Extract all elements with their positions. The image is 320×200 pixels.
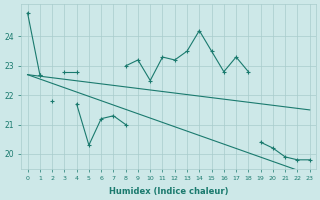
X-axis label: Humidex (Indice chaleur): Humidex (Indice chaleur) (109, 187, 228, 196)
